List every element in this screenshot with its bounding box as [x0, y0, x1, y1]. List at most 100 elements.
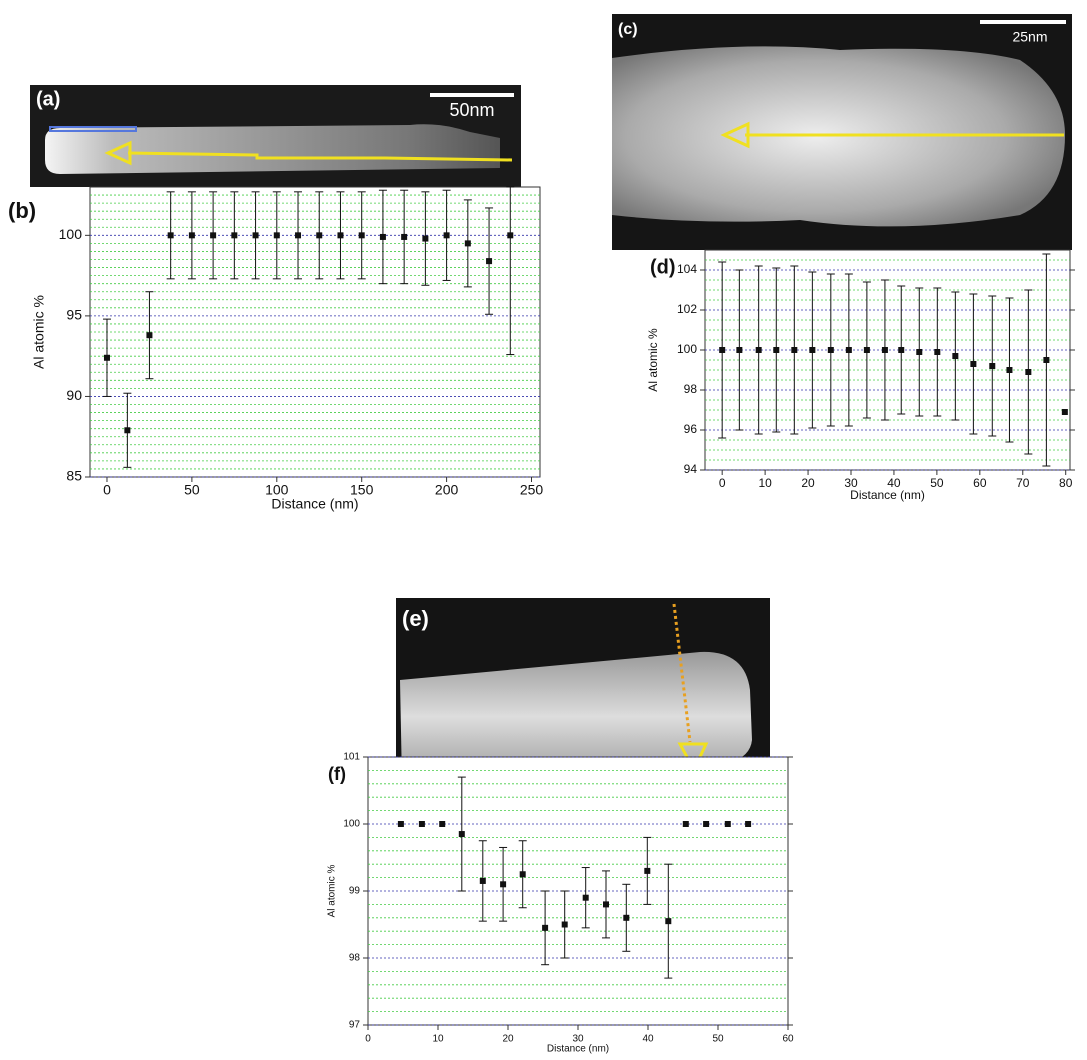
- panel-label: (f): [328, 764, 346, 784]
- scale-bar-label: 50nm: [449, 100, 494, 120]
- data-point: [188, 232, 195, 239]
- data-point: [916, 349, 923, 355]
- data-point: [719, 347, 726, 353]
- x-tick-label: 30: [572, 1034, 584, 1045]
- data-point: [358, 232, 365, 239]
- y-tick-label: 90: [66, 387, 82, 403]
- data-point: [146, 332, 153, 339]
- data-point: [337, 232, 344, 239]
- x-tick-label: 100: [265, 482, 289, 498]
- x-tick-label: 60: [782, 1034, 794, 1045]
- data-point: [1006, 367, 1013, 373]
- data-point: [479, 877, 486, 884]
- y-tick-label: 94: [684, 462, 698, 476]
- data-point: [443, 232, 450, 239]
- data-point: [397, 821, 404, 827]
- data-point: [952, 353, 959, 359]
- data-point: [898, 347, 905, 353]
- data-point: [561, 921, 568, 928]
- data-point: [273, 232, 280, 239]
- data-point: [970, 361, 977, 367]
- data-point: [231, 232, 238, 239]
- y-axis-label: Al atomic %: [646, 328, 660, 392]
- data-point: [682, 821, 689, 827]
- data-point: [989, 363, 996, 369]
- y-tick-label: 98: [349, 953, 361, 964]
- x-tick-label: 80: [1059, 476, 1073, 490]
- y-tick-label: 95: [66, 307, 82, 323]
- y-tick-label: 97: [349, 1020, 361, 1031]
- y-tick-label: 85: [66, 468, 82, 484]
- panel-label: (a): [36, 88, 60, 110]
- y-tick-label: 101: [343, 752, 360, 763]
- x-axis-label: Distance (nm): [271, 496, 358, 512]
- x-tick-label: 250: [520, 482, 544, 498]
- x-tick-label: 0: [365, 1034, 371, 1045]
- data-point: [845, 347, 852, 353]
- x-tick-label: 10: [432, 1034, 444, 1045]
- data-point: [745, 821, 752, 827]
- data-point: [1043, 357, 1050, 363]
- x-tick-label: 70: [1016, 476, 1030, 490]
- data-point: [458, 831, 465, 838]
- data-point: [103, 354, 110, 361]
- data-point: [439, 821, 446, 827]
- x-tick-label: 0: [103, 482, 111, 498]
- x-tick-label: 30: [844, 476, 858, 490]
- data-point: [486, 258, 493, 265]
- x-tick-label: 40: [887, 476, 901, 490]
- data-point: [210, 232, 217, 239]
- data-point: [1025, 369, 1032, 375]
- x-tick-label: 50: [930, 476, 944, 490]
- data-point: [316, 232, 323, 239]
- data-point: [827, 347, 834, 353]
- data-point: [736, 347, 743, 353]
- y-tick-label: 100: [343, 819, 360, 830]
- y-axis-label: Al atomic %: [327, 864, 338, 917]
- panel-label: (c): [618, 21, 638, 38]
- data-point: [519, 871, 526, 878]
- data-point: [582, 894, 589, 901]
- x-axis-label: Distance (nm): [547, 1044, 609, 1055]
- panel-label: (e): [402, 606, 429, 631]
- data-point: [644, 867, 651, 874]
- data-point: [1061, 409, 1068, 415]
- micrograph-c: [612, 14, 1072, 250]
- data-point: [500, 881, 507, 888]
- x-tick-label: 200: [435, 482, 459, 498]
- data-point: [934, 349, 941, 355]
- y-tick-label: 99: [349, 886, 361, 897]
- y-tick-label: 98: [684, 382, 698, 396]
- data-point: [863, 347, 870, 353]
- x-tick-label: 60: [973, 476, 987, 490]
- y-axis-label: Al atomic %: [31, 295, 47, 369]
- x-tick-label: 50: [184, 482, 200, 498]
- x-tick-label: 20: [801, 476, 815, 490]
- scale-bar-label: 25nm: [1012, 29, 1047, 45]
- y-tick-label: 100: [677, 342, 697, 356]
- y-tick-label: 100: [59, 226, 83, 242]
- data-point: [703, 821, 710, 827]
- data-point: [401, 233, 408, 240]
- x-tick-label: 0: [719, 476, 726, 490]
- micrograph-a: [30, 85, 521, 187]
- data-point: [464, 240, 471, 247]
- panel-label: (b): [8, 198, 36, 223]
- data-point: [665, 918, 672, 925]
- data-point: [603, 901, 609, 908]
- data-point: [724, 821, 731, 827]
- y-tick-label: 96: [684, 422, 698, 436]
- data-point: [418, 821, 425, 827]
- data-point: [809, 347, 816, 353]
- x-axis-label: Distance (nm): [850, 488, 925, 502]
- data-point: [773, 347, 780, 353]
- data-point: [422, 235, 429, 242]
- plot-area: [704, 249, 1071, 471]
- x-tick-label: 40: [642, 1034, 654, 1045]
- data-point: [124, 427, 131, 434]
- data-point: [379, 233, 386, 240]
- x-tick-label: 50: [712, 1034, 724, 1045]
- data-point: [252, 232, 259, 239]
- panel-label: (d): [650, 256, 676, 278]
- data-point: [507, 232, 514, 239]
